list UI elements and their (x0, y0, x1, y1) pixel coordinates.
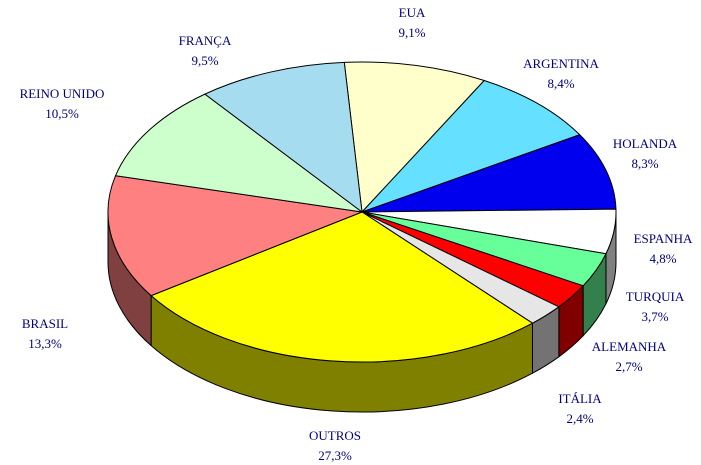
slice-value-label: 4,8% (649, 251, 676, 266)
slice-label: HOLANDA (613, 136, 678, 151)
slice-label: ESPANHA (634, 231, 693, 246)
slice-label: EUA (399, 5, 426, 20)
slice-label: OUTROS (309, 428, 361, 443)
slice-label: ARGENTINA (523, 56, 599, 71)
slice-value-label: 2,4% (566, 411, 593, 426)
slice-value-label: 9,1% (398, 25, 425, 40)
slice (107, 175, 363, 297)
slice-label: BRASIL (22, 316, 68, 331)
slice-value-label: 8,4% (547, 76, 574, 91)
slice-label: REINO UNIDO (20, 86, 105, 101)
slice-value-label: 27,3% (318, 448, 352, 463)
slice (150, 211, 533, 363)
slice-value-label: 10,5% (45, 106, 79, 121)
slice-label: ALEMANHA (592, 339, 667, 354)
slice-label: TURQUIA (626, 289, 685, 304)
slice-value-label: 3,7% (641, 309, 668, 324)
slice (361, 134, 617, 213)
slice (343, 61, 485, 213)
slice (204, 61, 363, 213)
slice-value-label: 8,3% (631, 156, 658, 171)
slice-label: FRANÇA (179, 33, 232, 48)
slice (115, 93, 363, 213)
slice (361, 80, 581, 213)
slice-value-label: 2,7% (615, 359, 642, 374)
slice-label: ITÁLIA (558, 391, 602, 406)
slice-value-label: 9,5% (191, 53, 218, 68)
slice-value-label: 13,3% (28, 336, 62, 351)
